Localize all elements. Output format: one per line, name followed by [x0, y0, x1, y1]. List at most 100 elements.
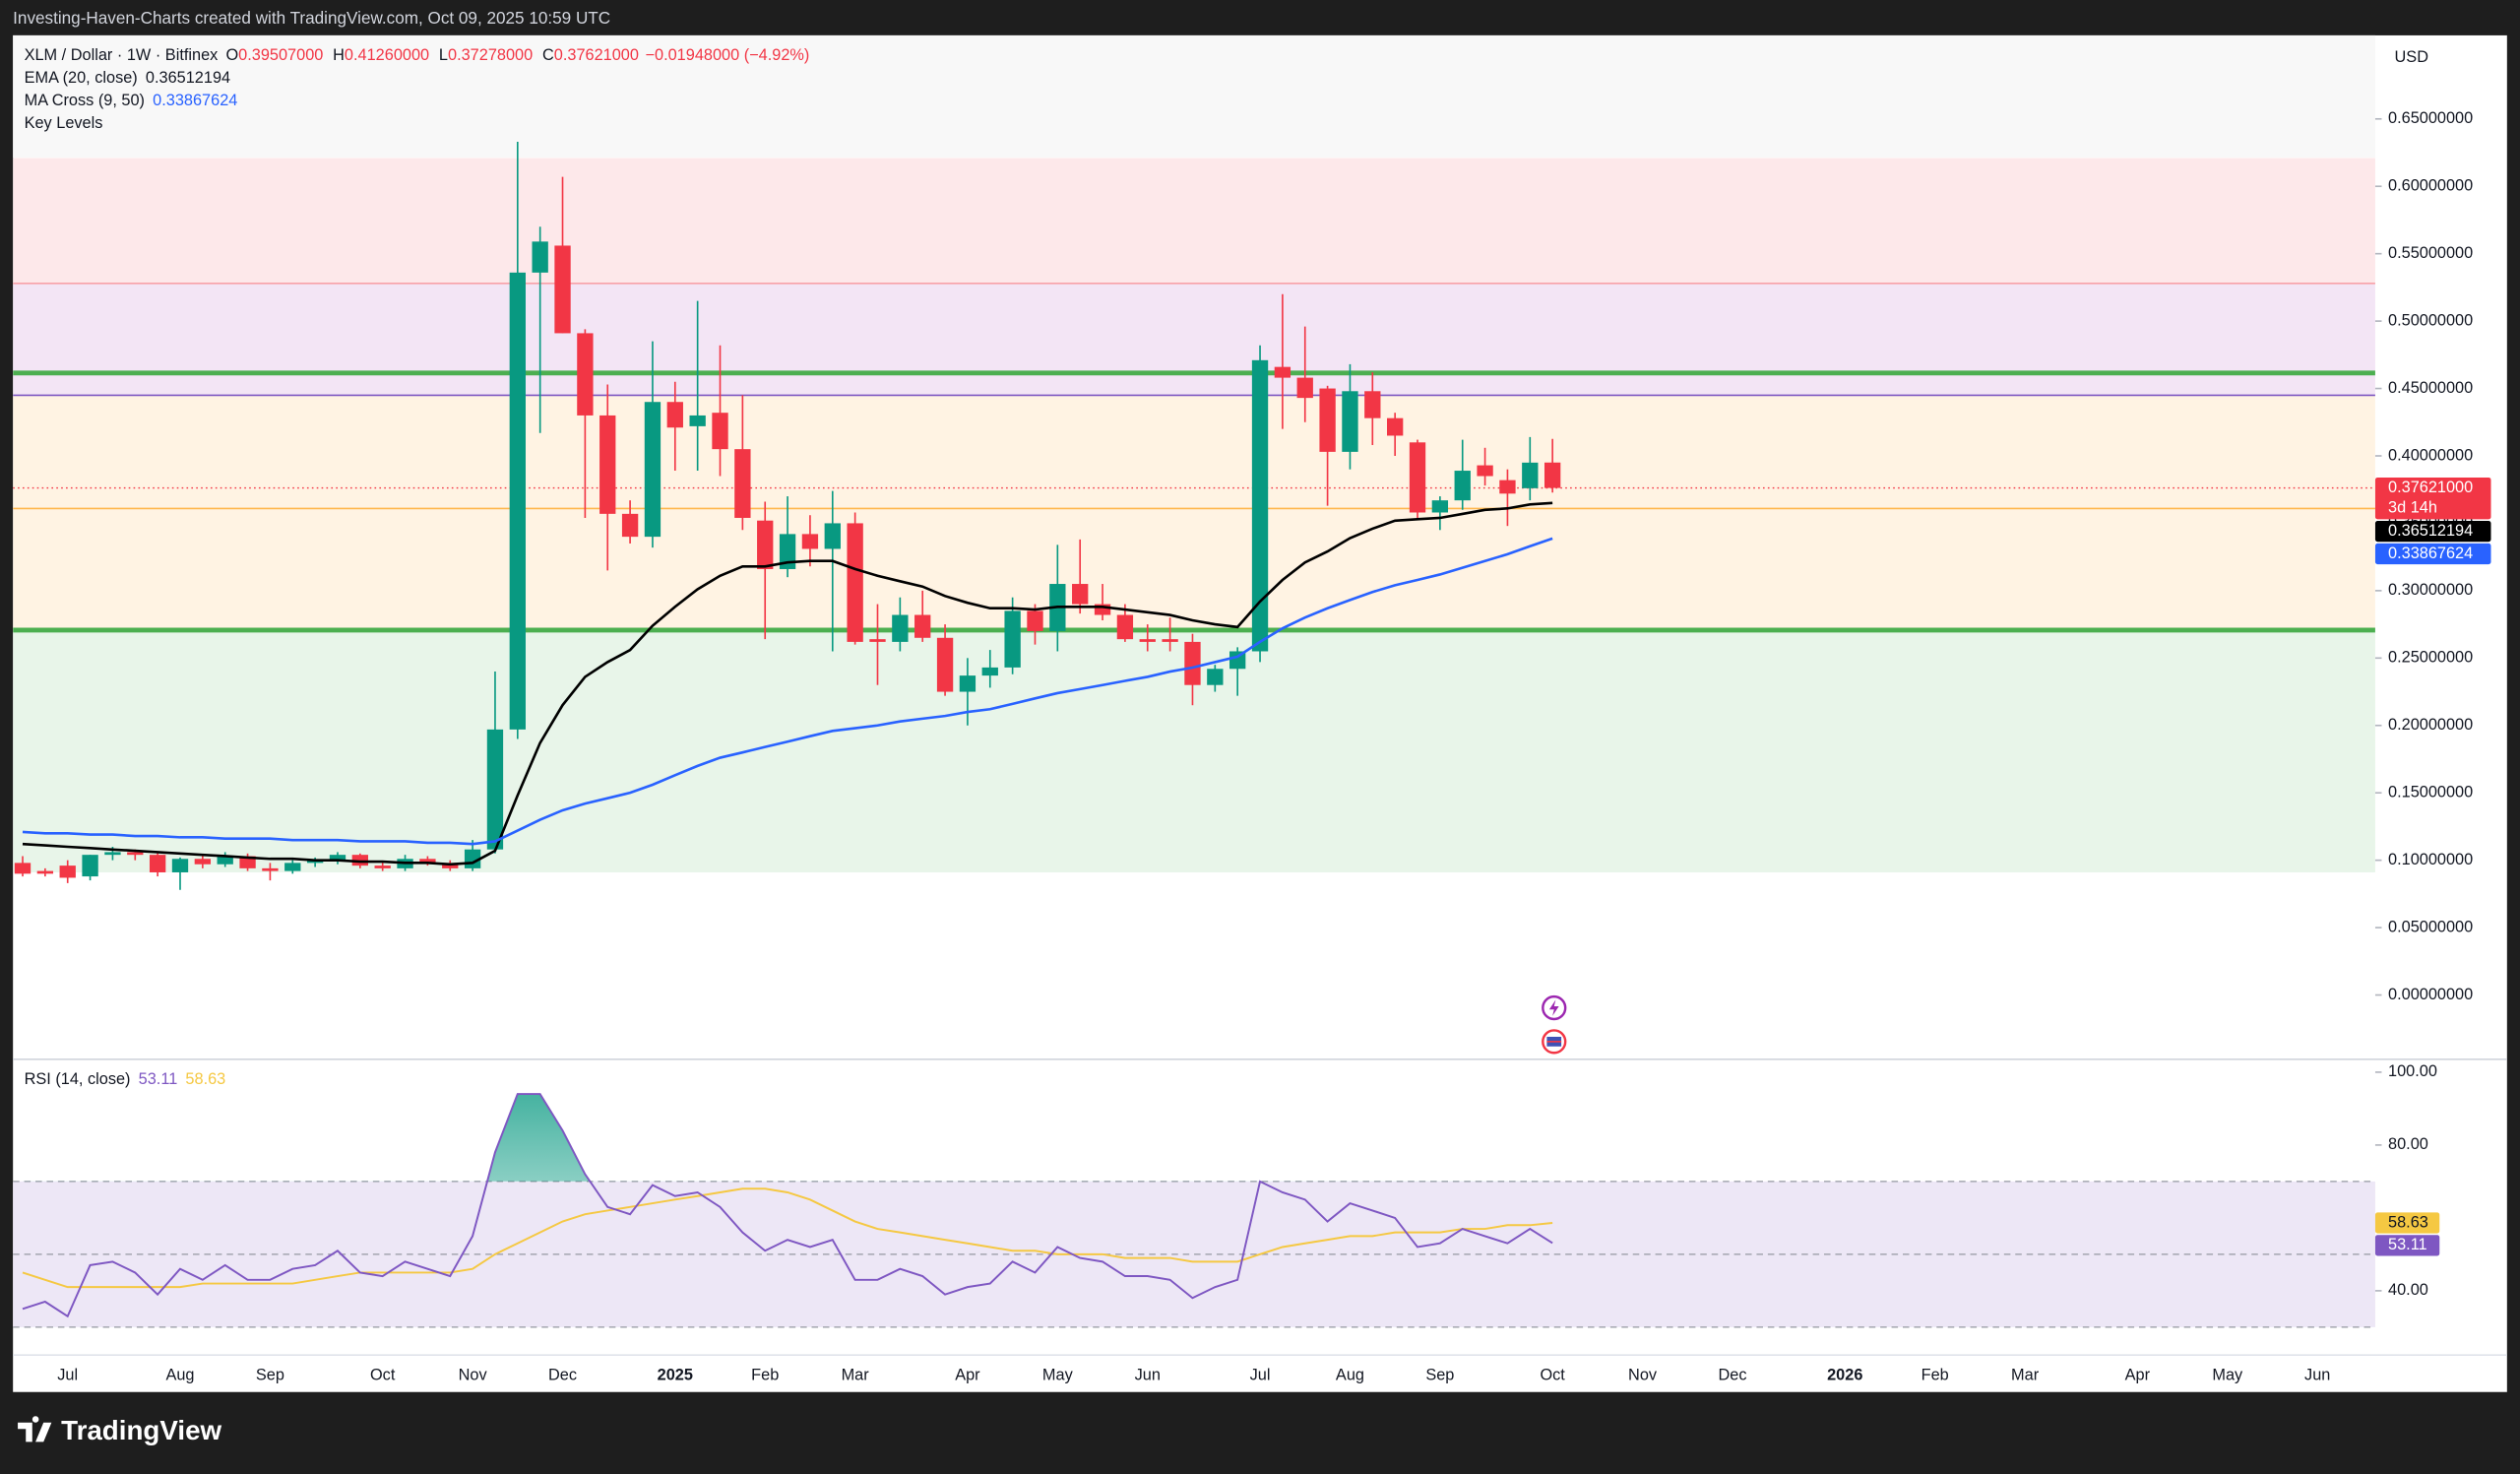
x-tick-label: 2026 — [1827, 1367, 1862, 1384]
candle-body — [217, 856, 233, 865]
key-levels — [13, 158, 2375, 872]
price-pane — [13, 142, 2375, 890]
x-tick-label: Dec — [1718, 1367, 1746, 1384]
rsi-line — [22, 1187, 1553, 1289]
candle-body — [1184, 641, 1201, 685]
candle-body — [442, 863, 459, 868]
legend-line: Key Levels — [25, 114, 103, 132]
candle-body — [239, 856, 256, 868]
candle-body — [194, 859, 212, 865]
x-tick-label: Sep — [256, 1367, 284, 1384]
rsi-tag-label: 53.11 — [2388, 1236, 2427, 1253]
x-tick-label: Dec — [548, 1367, 577, 1384]
brand-logo: TradingView — [18, 1415, 222, 1445]
candle-body — [1364, 391, 1381, 418]
legend-line: XLM / Dollar · 1W · Bitfinex O0.39507000 H… — [25, 46, 810, 64]
candle-body — [1477, 465, 1493, 477]
candle-body — [59, 865, 76, 878]
y-tick-label: 0.65000000 — [2388, 109, 2473, 127]
legend-value: 53.11 — [139, 1070, 178, 1088]
candle-body — [532, 241, 548, 273]
price-tag-label: 0.33867624 — [2388, 545, 2473, 562]
x-tick-label: Mar — [842, 1367, 870, 1384]
candle-body — [1229, 651, 1246, 670]
candle-body — [171, 859, 189, 872]
legend-name: RSI (14, close) — [25, 1070, 131, 1088]
candle-body — [262, 867, 279, 871]
candle-body — [149, 855, 166, 872]
candle-body — [284, 863, 301, 871]
y-tick-label: 0.60000000 — [2388, 177, 2473, 195]
candle-body — [1499, 480, 1516, 494]
ohlc-value: 0.37278000 — [448, 46, 533, 64]
candle-body — [1004, 610, 1021, 668]
candle-body — [351, 855, 368, 866]
legend-value: 0.33867624 — [153, 92, 237, 109]
x-tick-label: Apr — [955, 1367, 980, 1384]
y-tick-label: 0.40000000 — [2388, 446, 2473, 464]
legend-line: EMA (20, close) 0.36512194 — [25, 69, 230, 87]
ohlc-label: C — [542, 46, 554, 64]
candle-body — [959, 675, 976, 692]
candle-body — [1431, 500, 1449, 513]
y-tick-label: 0.50000000 — [2388, 311, 2473, 329]
x-tick-label: Aug — [1336, 1367, 1364, 1384]
x-tick-label: Oct — [1540, 1367, 1565, 1384]
price-tag — [2374, 521, 2491, 543]
level-zone — [13, 283, 2375, 396]
candle-body — [577, 333, 594, 416]
candle-body — [1342, 391, 1358, 452]
candle-body — [936, 637, 954, 692]
y-tick-label: 0.10000000 — [2388, 851, 2473, 868]
price-tag — [2374, 477, 2491, 520]
candle-body — [847, 523, 863, 642]
price-tag-label: 0.36512194 — [2388, 522, 2473, 540]
candle-body — [127, 852, 144, 856]
price-tag-label: 3d 14h — [2388, 498, 2437, 516]
ohlc-label: H — [333, 46, 345, 64]
x-tick-label: Nov — [459, 1367, 488, 1384]
x-tick-label: Mar — [2011, 1367, 2040, 1384]
x-tick-label: Feb — [751, 1367, 779, 1384]
currency: USD — [2395, 48, 2428, 66]
ohlc-value: 0.41260000 — [345, 46, 429, 64]
x-tick-label: May — [2212, 1367, 2243, 1384]
candle-body — [1027, 610, 1043, 631]
top-area — [13, 34, 2375, 158]
lightning — [1548, 999, 1559, 1016]
candle-body — [329, 855, 346, 861]
candle-body — [1296, 377, 1313, 399]
candle-body — [892, 614, 909, 642]
candle-body — [1116, 614, 1134, 640]
x-tick-label: 2025 — [658, 1367, 693, 1384]
candle-body — [82, 855, 98, 877]
x-tick-label: Jun — [1135, 1367, 1161, 1384]
ohlc-value: 0.39507000 — [238, 46, 323, 64]
candle-body — [1387, 417, 1404, 436]
candle-body — [981, 667, 998, 676]
axes: USD 0.00000000 0.05000000 0.10000000 0.15000… — [57, 48, 2491, 1384]
candle-body — [779, 534, 796, 569]
y-tick-label: 0.30000000 — [2388, 581, 2473, 599]
candle-body — [1522, 462, 1539, 488]
logo-mark — [18, 1416, 52, 1442]
y-tick-label: 0.20000000 — [2388, 716, 2473, 734]
candle-body — [1274, 366, 1292, 378]
candle-body — [14, 863, 32, 874]
candle-body — [1139, 639, 1156, 642]
candle-body — [1207, 669, 1224, 685]
candle-body — [36, 870, 54, 874]
candle-body — [824, 523, 841, 549]
x-tick-label: Oct — [370, 1367, 396, 1384]
candle-body — [1319, 388, 1336, 452]
candle-body — [712, 413, 728, 450]
x-tick-label: Feb — [1922, 1367, 1949, 1384]
legend-value: 58.63 — [185, 1070, 225, 1088]
candle-body — [1454, 471, 1471, 501]
rsi-tag — [2374, 1235, 2440, 1256]
y-tick-label: 80.00 — [2388, 1135, 2428, 1153]
rsi-tag-label: 58.63 — [2388, 1213, 2428, 1231]
legend: XLM / Dollar · 1W · Bitfinex O0.39507000 H… — [25, 46, 810, 1088]
x-tick-label: Jul — [57, 1367, 78, 1384]
